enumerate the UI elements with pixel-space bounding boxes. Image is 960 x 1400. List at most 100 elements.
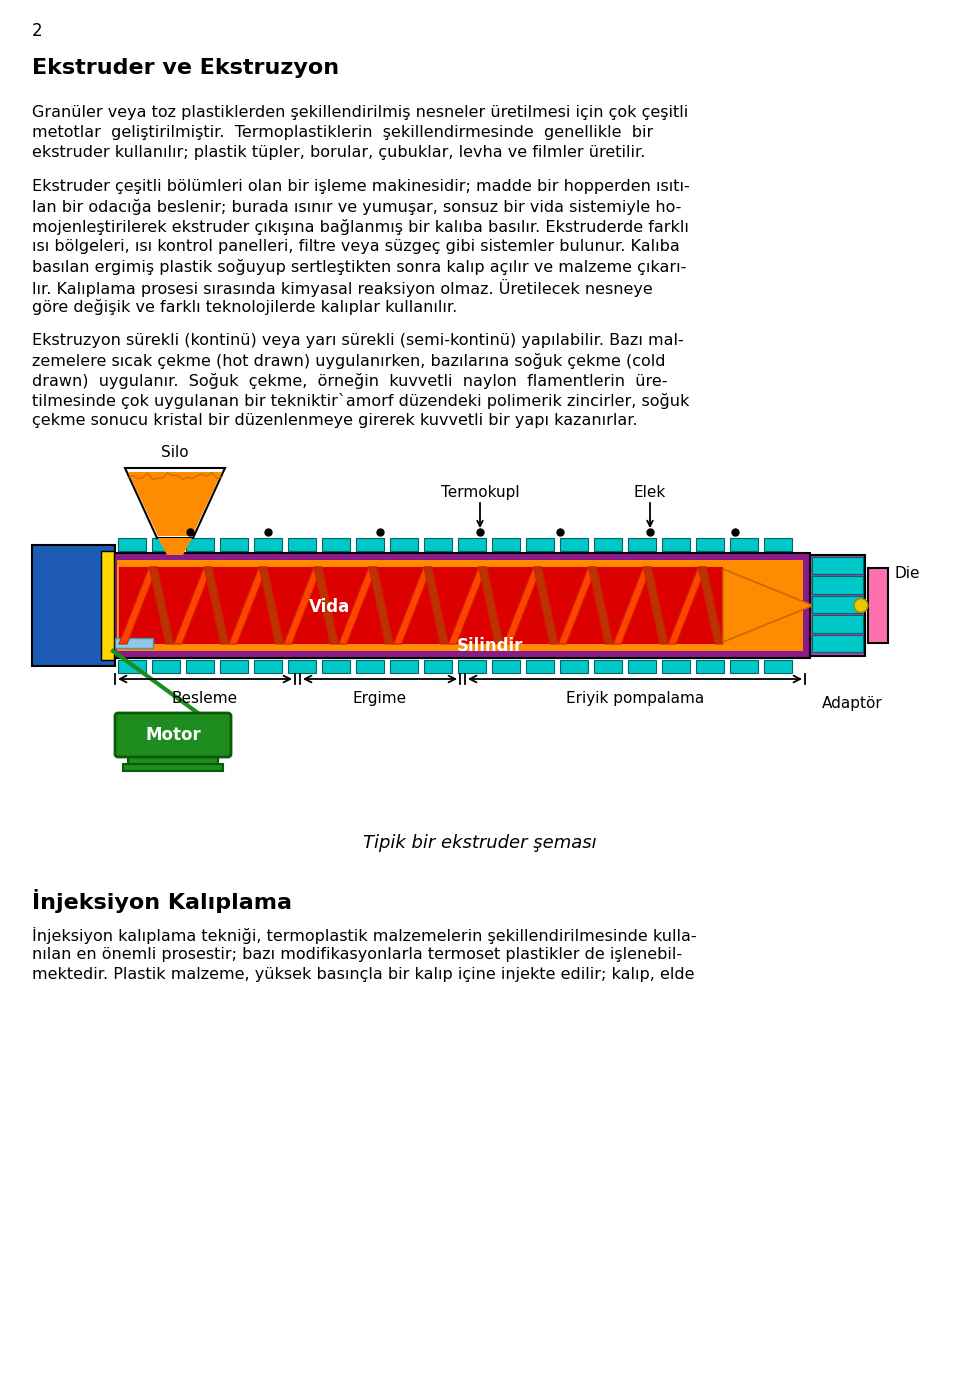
Bar [118,659,146,673]
Bar [152,659,180,673]
Polygon shape [698,567,723,644]
Text: mojenleştirilerek ekstruder çıkışına bağlanmış bir kalıba basılır. Ekstruderde f: mojenleştirilerek ekstruder çıkışına bağ… [32,218,689,235]
Text: mektedir. Plastik malzeme, yüksek basınçla bir kalıp içine injekte edilir; kalıp: mektedir. Plastik malzeme, yüksek basınç… [32,967,694,981]
Bar [696,538,724,552]
Polygon shape [228,567,267,644]
Bar [110,553,810,658]
Text: Silindir: Silindir [457,637,523,655]
Polygon shape [125,468,225,538]
Bar [119,567,723,644]
Text: lan bir odacığa beslenir; burada ısınır ve yumuşar, sonsuz bir vida sistemiyle h: lan bir odacığa beslenir; burada ısınır … [32,199,682,216]
Text: lır. Kalıplama prosesi sırasında kimyasal reaksiyon olmaz. Üretilecek nesneye: lır. Kalıplama prosesi sırasında kimyasa… [32,279,653,297]
Text: Granüler veya toz plastiklerden şekillendirilmiş nesneler üretilmesi için çok çe: Granüler veya toz plastiklerden şekillen… [32,105,688,120]
Bar [730,659,758,673]
Bar [152,538,180,552]
Bar [118,538,146,552]
Bar [186,538,214,552]
Text: Termokupl: Termokupl [441,484,519,500]
Polygon shape [314,567,339,644]
Bar [526,538,554,552]
Text: zemelere sıcak çekme (hot drawn) uygulanırken, bazılarına soğuk çekme (cold: zemelere sıcak çekme (hot drawn) uygulan… [32,353,665,370]
Polygon shape [479,567,503,644]
FancyBboxPatch shape [115,713,231,757]
Bar [812,634,863,652]
Bar [101,552,114,659]
Text: 2: 2 [32,22,42,41]
Bar [424,659,452,673]
Bar [390,659,418,673]
Text: nılan en önemli prosestir; bazı modifikasyonlarla termoset plastikler de işleneb: nılan en önemli prosestir; bazı modifika… [32,946,683,962]
Bar [628,538,656,552]
Bar [458,659,486,673]
Bar [560,538,588,552]
Bar [662,659,690,673]
Text: Besleme: Besleme [172,692,238,706]
Text: Eriyik pompalama: Eriyik pompalama [565,692,704,706]
Bar [32,545,115,666]
Text: ısı bölgeleri, ısı kontrol panelleri, filtre veya süzgeç gibi sistemler bulunur.: ısı bölgeleri, ısı kontrol panelleri, fi… [32,239,680,253]
Polygon shape [423,567,448,644]
Text: drawn)  uygulanır.  Soğuk  çekme,  örneğin  kuvvetli  naylon  flamentlerin  üre-: drawn) uygulanır. Soğuk çekme, örneğin k… [32,372,667,389]
Bar [812,577,863,594]
Polygon shape [259,567,283,644]
Text: Ekstruder ve Ekstruzyon: Ekstruder ve Ekstruzyon [32,57,339,78]
Polygon shape [128,472,222,536]
Polygon shape [723,568,813,643]
Text: Elek: Elek [634,484,666,500]
Bar [812,615,863,633]
Polygon shape [534,567,558,644]
Polygon shape [174,567,212,644]
Bar [810,554,865,657]
Polygon shape [394,567,432,644]
Bar [356,538,384,552]
Polygon shape [119,567,157,644]
Text: metotlar  geliştirilmiştir.  Termoplastiklerin  şekillendirmesinde  genellikle  : metotlar geliştirilmiştir. Termoplastikl… [32,125,653,140]
Bar [322,538,350,552]
Polygon shape [613,567,652,644]
Bar [115,638,153,648]
Bar [594,538,622,552]
Polygon shape [339,567,377,644]
Polygon shape [369,567,394,644]
Text: Adaptör: Adaptör [822,696,883,711]
Bar [594,659,622,673]
Text: tilmesinde çok uygulanan bir tekniktir`amorf düzendeki polimerik zincirler, soğu: tilmesinde çok uygulanan bir tekniktir`a… [32,393,689,409]
Polygon shape [204,567,228,644]
Bar [288,659,316,673]
Bar [868,568,888,643]
Polygon shape [559,567,596,644]
Polygon shape [448,567,487,644]
Bar [322,659,350,673]
Text: Tipik bir ekstruder şeması: Tipik bir ekstruder şeması [363,834,597,853]
Text: İnjeksiyon kalıplama tekniği, termoplastik malzemelerin şekillendirilmesinde kul: İnjeksiyon kalıplama tekniği, termoplast… [32,927,697,944]
Bar [628,659,656,673]
Bar [288,538,316,552]
Text: göre değişik ve farklı teknolojilerde kalıplar kullanılır.: göre değişik ve farklı teknolojilerde ka… [32,300,457,315]
Polygon shape [503,567,541,644]
Polygon shape [668,567,707,644]
Bar [492,538,520,552]
Bar [186,659,214,673]
Text: Motor: Motor [145,727,201,743]
Polygon shape [643,567,668,644]
Bar [812,596,863,613]
Circle shape [854,599,868,613]
Polygon shape [588,567,612,644]
Bar [812,557,863,574]
Bar [128,755,218,764]
Text: Silo: Silo [161,445,189,461]
Bar [492,659,520,673]
Text: çekme sonucu kristal bir düzenlenmeye girerek kuvvetli bir yapı kazanırlar.: çekme sonucu kristal bir düzenlenmeye gi… [32,413,637,428]
Polygon shape [149,567,174,644]
Text: İnjeksiyon Kalıplama: İnjeksiyon Kalıplama [32,889,292,913]
Bar [764,659,792,673]
Bar [424,538,452,552]
Polygon shape [284,567,322,644]
Bar [662,538,690,552]
Bar [117,560,803,651]
Bar [254,659,282,673]
Text: Vida: Vida [309,599,350,616]
Bar [526,659,554,673]
Text: basılan ergimiş plastik soğuyup sertleştikten sonra kalıp açılır ve malzeme çıka: basılan ergimiş plastik soğuyup sertleşt… [32,259,686,274]
Bar [764,538,792,552]
